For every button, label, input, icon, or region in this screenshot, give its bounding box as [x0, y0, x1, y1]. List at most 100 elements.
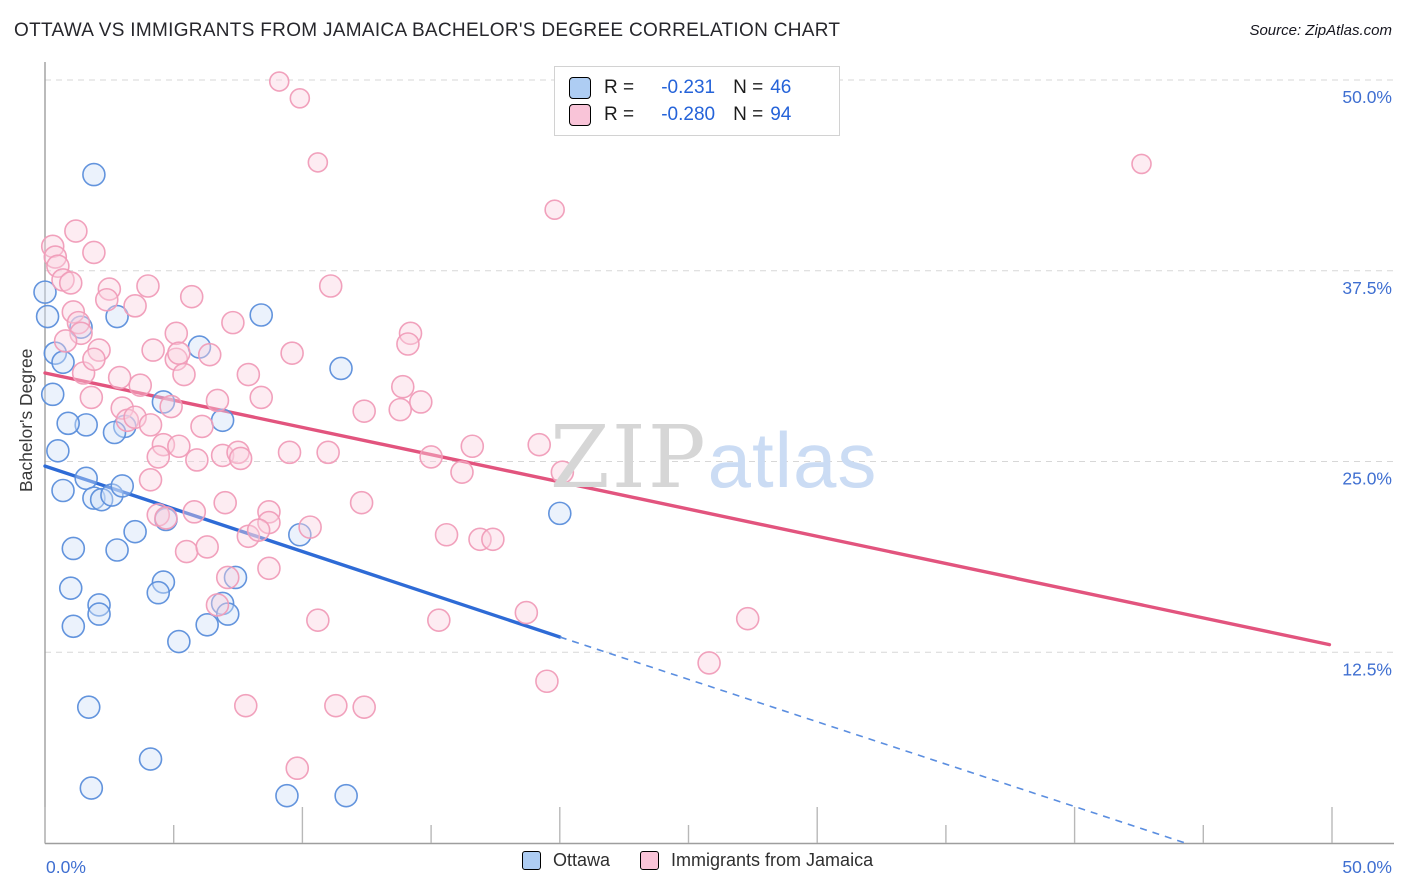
jamaica-point[interactable]	[174, 539, 199, 564]
jamaica-point[interactable]	[138, 468, 163, 492]
jamaica-point[interactable]	[110, 396, 135, 420]
jamaica-point[interactable]	[236, 362, 261, 387]
jamaica-point[interactable]	[306, 608, 330, 633]
ottawa-point[interactable]	[249, 303, 274, 327]
jamaica-point[interactable]	[316, 440, 340, 465]
jamaica-point[interactable]	[390, 374, 415, 399]
jamaica-point[interactable]	[544, 199, 565, 221]
jamaica-point[interactable]	[221, 310, 245, 335]
jamaica-point[interactable]	[419, 445, 443, 469]
jamaica-point[interactable]	[527, 432, 552, 457]
ottawa-point[interactable]	[33, 280, 57, 304]
jamaica-point[interactable]	[460, 434, 485, 459]
ottawa-point[interactable]	[102, 420, 127, 445]
ottawa-point[interactable]	[51, 350, 75, 375]
jamaica-point[interactable]	[481, 527, 505, 552]
ottawa-point[interactable]	[87, 593, 111, 617]
jamaica-point[interactable]	[79, 385, 104, 410]
jamaica-point[interactable]	[268, 71, 290, 92]
jamaica-point[interactable]	[450, 460, 474, 484]
jamaica-point[interactable]	[123, 405, 147, 430]
ottawa-point[interactable]	[195, 612, 219, 637]
jamaica-point[interactable]	[167, 341, 191, 365]
jamaica-point[interactable]	[159, 394, 183, 419]
jamaica-point[interactable]	[307, 152, 329, 173]
ottawa-point[interactable]	[74, 413, 98, 437]
jamaica-point[interactable]	[205, 593, 230, 617]
jamaica-point[interactable]	[58, 271, 83, 295]
jamaica-point[interactable]	[136, 274, 160, 298]
ottawa-point[interactable]	[334, 783, 358, 808]
jamaica-point[interactable]	[167, 434, 191, 459]
jamaica-point[interactable]	[123, 294, 147, 318]
jamaica-point[interactable]	[409, 390, 433, 414]
ottawa-point[interactable]	[146, 580, 171, 605]
jamaica-point[interactable]	[195, 535, 219, 559]
jamaica-point[interactable]	[215, 565, 240, 590]
jamaica-point[interactable]	[280, 341, 304, 365]
jamaica-point[interactable]	[550, 460, 575, 484]
ottawa-point[interactable]	[58, 576, 83, 600]
jamaica-point[interactable]	[697, 651, 721, 675]
jamaica-point[interactable]	[352, 399, 376, 423]
jamaica-point[interactable]	[46, 254, 70, 278]
jamaica-point[interactable]	[69, 321, 93, 346]
jamaica-point[interactable]	[164, 321, 189, 346]
jamaica-point[interactable]	[434, 522, 459, 547]
ottawa-point[interactable]	[547, 501, 572, 526]
ottawa-point[interactable]	[110, 474, 135, 498]
jamaica-point[interactable]	[82, 240, 106, 265]
jamaica-point[interactable]	[285, 756, 310, 781]
jamaica-point[interactable]	[182, 500, 207, 524]
ottawa-point[interactable]	[87, 602, 111, 626]
jamaica-point[interactable]	[154, 506, 178, 530]
jamaica-point[interactable]	[318, 274, 343, 298]
jamaica-point[interactable]	[82, 347, 106, 372]
ottawa-point[interactable]	[74, 466, 98, 491]
jamaica-point[interactable]	[138, 413, 163, 437]
jamaica-point[interactable]	[298, 515, 322, 539]
jamaica-point[interactable]	[427, 608, 451, 633]
jamaica-point[interactable]	[94, 287, 119, 312]
jamaica-point[interactable]	[185, 448, 209, 472]
ottawa-point[interactable]	[167, 629, 191, 654]
ottawa-point[interactable]	[275, 783, 299, 808]
jamaica-point[interactable]	[205, 388, 230, 413]
jamaica-point[interactable]	[277, 440, 302, 465]
jamaica-point[interactable]	[141, 338, 165, 362]
ottawa-point[interactable]	[82, 162, 106, 187]
jamaica-point[interactable]	[257, 556, 281, 581]
ottawa-point[interactable]	[51, 478, 75, 503]
ottawa-point[interactable]	[138, 747, 163, 771]
jamaica-point[interactable]	[61, 300, 86, 324]
jamaica-point[interactable]	[246, 518, 271, 542]
jamaica-point[interactable]	[107, 365, 132, 390]
jamaica-point[interactable]	[468, 527, 492, 552]
ottawa-point[interactable]	[79, 776, 104, 800]
jamaica-point[interactable]	[146, 445, 171, 469]
jamaica-point[interactable]	[352, 695, 376, 719]
jamaica-point[interactable]	[172, 362, 196, 387]
jamaica-point[interactable]	[1131, 153, 1152, 175]
ottawa-point[interactable]	[123, 519, 147, 544]
jamaica-point[interactable]	[197, 342, 222, 367]
jamaica-point[interactable]	[396, 332, 420, 356]
jamaica-point[interactable]	[535, 669, 559, 694]
ottawa-point[interactable]	[61, 614, 86, 639]
ottawa-point[interactable]	[223, 565, 248, 590]
ottawa-point[interactable]	[105, 538, 129, 562]
ottawa-point[interactable]	[76, 695, 101, 719]
ottawa-point[interactable]	[210, 408, 235, 433]
ottawa-point[interactable]	[40, 382, 65, 407]
jamaica-point[interactable]	[53, 329, 78, 353]
jamaica-point[interactable]	[64, 219, 88, 243]
jamaica-point[interactable]	[228, 446, 253, 471]
ottawa-point[interactable]	[61, 536, 86, 561]
jamaica-point[interactable]	[190, 414, 214, 439]
ottawa-point[interactable]	[56, 411, 80, 436]
ottawa-point[interactable]	[35, 304, 60, 329]
ottawa-point[interactable]	[329, 356, 353, 381]
jamaica-point[interactable]	[128, 373, 153, 398]
jamaica-point[interactable]	[324, 693, 348, 718]
jamaica-point[interactable]	[179, 284, 204, 309]
